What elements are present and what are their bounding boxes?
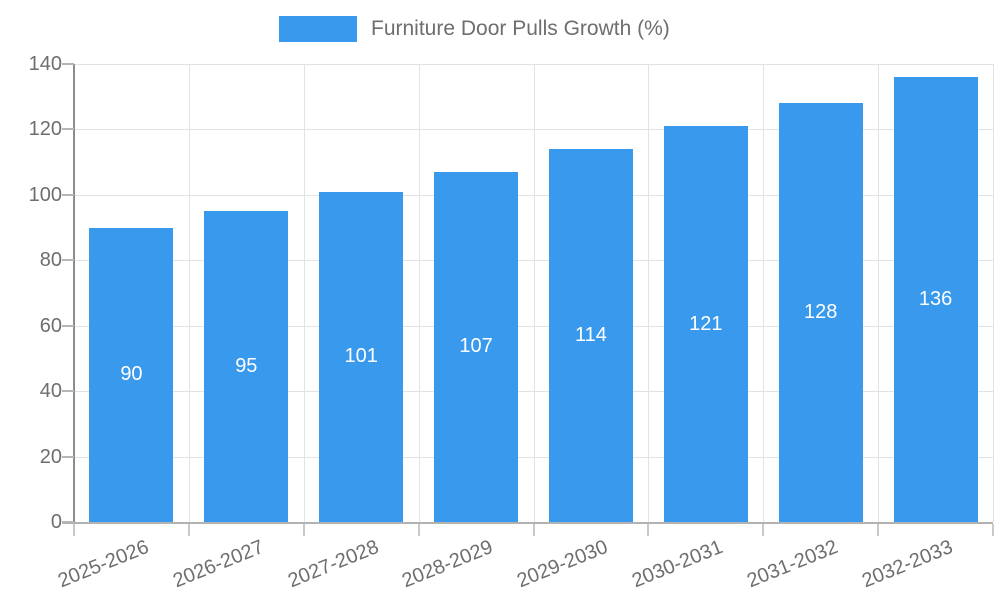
x-axis-category-label: 2029-2030 — [514, 536, 612, 593]
y-axis-tick — [62, 259, 74, 262]
x-axis-category-label: 2030-2031 — [629, 536, 727, 593]
y-axis-tick-label: 100 — [28, 183, 62, 206]
x-gridline — [303, 64, 305, 522]
x-gridline — [763, 64, 765, 522]
bar-value-label: 128 — [804, 301, 838, 324]
x-axis-tick — [992, 524, 994, 536]
bar-value-label: 101 — [344, 345, 378, 368]
x-gridline — [418, 64, 420, 522]
y-axis-tick — [62, 128, 74, 131]
bar-2032-2033[interactable]: 136 — [893, 77, 978, 522]
x-axis-category-label: 2032-2033 — [858, 536, 956, 593]
x-axis-category-label: 2028-2029 — [399, 536, 497, 593]
x-axis-line — [62, 522, 993, 524]
bar-2027-2028[interactable]: 101 — [319, 191, 404, 522]
bar-2030-2031[interactable]: 121 — [663, 126, 748, 522]
bar-value-label: 107 — [459, 335, 493, 358]
y-axis-tick-label: 0 — [50, 511, 62, 533]
x-axis-category-label: 2027-2028 — [284, 536, 382, 593]
x-axis-tick — [302, 524, 305, 536]
x-gridline — [993, 64, 994, 522]
y-axis-tick-label: 60 — [39, 314, 62, 337]
x-axis-tick — [187, 524, 190, 536]
y-axis-tick-label: 120 — [28, 118, 62, 141]
y-axis-tick-label: 80 — [39, 249, 62, 272]
bar-value-label: 136 — [918, 288, 953, 311]
x-axis-tick — [762, 524, 765, 536]
bar-value-label: 95 — [235, 355, 258, 378]
x-axis-tick — [647, 524, 650, 536]
x-gridline — [878, 64, 880, 522]
legend-label: Furniture Door Pulls Growth (%) — [371, 17, 670, 40]
bar-value-label: 114 — [574, 324, 607, 347]
bar-2029-2030[interactable]: 114 — [548, 149, 633, 522]
bar-2025-2026[interactable]: 90 — [89, 227, 174, 522]
x-axis-tick — [417, 524, 420, 536]
x-axis-tick — [532, 524, 535, 536]
legend-swatch — [279, 16, 357, 42]
bar-2026-2027[interactable]: 95 — [204, 211, 289, 522]
bar-2031-2032[interactable]: 128 — [778, 103, 863, 522]
y-axis-tick — [62, 390, 74, 393]
y-axis-tick-label: 140 — [28, 53, 62, 75]
x-axis-tick — [73, 524, 75, 536]
y-axis-tick-label: 20 — [39, 445, 62, 468]
bar-2028-2029[interactable]: 107 — [434, 171, 519, 522]
x-axis-category-label: 2031-2032 — [743, 536, 841, 593]
x-axis-category-label: 2025-2026 — [54, 536, 152, 593]
legend[interactable]: Furniture Door Pulls Growth (%) — [279, 16, 670, 42]
x-axis-tick — [877, 524, 880, 536]
x-gridline — [188, 64, 190, 522]
y-axis-tick — [62, 63, 74, 65]
y-axis-tick — [62, 455, 74, 458]
bar-value-label: 90 — [120, 363, 143, 386]
x-axis-category-label: 2026-2027 — [169, 536, 267, 593]
bar-value-label: 121 — [689, 312, 723, 335]
x-gridline — [533, 64, 535, 522]
y-axis-line — [73, 64, 75, 535]
y-axis-tick — [62, 193, 74, 196]
y-axis-tick — [62, 324, 74, 327]
y-axis-tick — [62, 521, 74, 523]
x-gridline — [648, 64, 650, 522]
y-axis-tick-label: 40 — [39, 380, 62, 403]
